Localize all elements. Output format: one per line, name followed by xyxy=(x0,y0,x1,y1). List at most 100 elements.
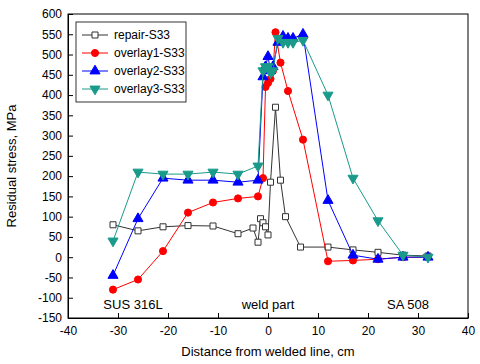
legend: repair-S33overlay1-S33overlay2-S33overla… xyxy=(76,22,186,102)
point xyxy=(263,51,273,60)
y-tick-mark xyxy=(68,237,73,238)
point xyxy=(183,171,193,180)
x-tick: -30 xyxy=(110,313,128,338)
point xyxy=(160,224,166,230)
x-tick-mark xyxy=(418,313,419,318)
point xyxy=(158,171,168,180)
point xyxy=(235,231,241,237)
x-tick-label: -40 xyxy=(60,324,78,338)
series-line xyxy=(113,38,428,257)
y-tick-label: 350 xyxy=(42,109,62,123)
point xyxy=(298,37,308,46)
point xyxy=(234,195,241,202)
point xyxy=(185,223,191,229)
point xyxy=(210,223,216,229)
x-tick-label: 40 xyxy=(462,324,476,338)
chart: -40-30-20-10010203040-150-100-5005010015… xyxy=(0,0,480,364)
y-tick-mark xyxy=(68,14,73,15)
x-tick: 40 xyxy=(462,313,476,338)
point xyxy=(323,195,333,204)
point xyxy=(298,244,304,250)
point xyxy=(108,238,118,247)
series-line xyxy=(113,32,428,289)
legend-label: overlay2-S33 xyxy=(114,64,185,78)
y-tick: 500 xyxy=(42,48,73,62)
point xyxy=(265,232,271,238)
point xyxy=(110,222,116,228)
point xyxy=(268,179,274,185)
point xyxy=(233,171,243,180)
x-tick-mark xyxy=(368,313,369,318)
x-tick-label: 0 xyxy=(265,324,272,338)
legend-label: overlay1-S33 xyxy=(114,46,185,60)
x-tick-label: 30 xyxy=(412,324,426,338)
marks xyxy=(108,28,433,293)
x-axis-title: Distance from welded line, cm xyxy=(181,344,354,359)
y-tick-label: -100 xyxy=(38,291,62,305)
y-axis-line xyxy=(68,15,69,319)
point xyxy=(263,224,269,230)
y-tick-mark xyxy=(68,34,73,35)
point xyxy=(273,104,279,110)
x-tick-label: -20 xyxy=(160,324,178,338)
y-tick-mark xyxy=(68,75,73,76)
point xyxy=(299,136,306,143)
point xyxy=(373,218,383,227)
point xyxy=(283,214,289,220)
series-line xyxy=(113,107,428,256)
annotation: SA 508 xyxy=(387,297,429,312)
point xyxy=(298,28,308,37)
y-tick-label: 600 xyxy=(42,7,62,21)
plot-frame xyxy=(68,14,468,318)
point xyxy=(253,174,263,183)
point xyxy=(268,68,278,77)
y-tick-label: 250 xyxy=(42,149,62,163)
y-tick-mark xyxy=(68,217,73,218)
y-tick-label: 450 xyxy=(42,68,62,82)
point xyxy=(348,175,358,184)
x-axis-line xyxy=(69,318,469,319)
point xyxy=(134,276,141,283)
y-tick-label: 550 xyxy=(42,28,62,42)
point xyxy=(133,169,143,178)
point xyxy=(209,199,216,206)
y-tick: 450 xyxy=(42,68,73,82)
point xyxy=(108,270,118,279)
x-tick-label: 20 xyxy=(362,324,376,338)
point xyxy=(324,258,331,265)
x-tick-mark xyxy=(118,313,119,318)
x-tick-label: -10 xyxy=(210,324,228,338)
point xyxy=(398,252,408,261)
x-tick: -10 xyxy=(210,313,228,338)
annotation: SUS 316L xyxy=(103,297,162,312)
y-tick-label: 50 xyxy=(49,230,63,244)
y-tick-mark xyxy=(68,156,73,157)
point xyxy=(278,177,284,183)
y-axis: -150-100-5005010015020025030035040045050… xyxy=(38,7,73,325)
x-tick: 30 xyxy=(412,313,426,338)
point xyxy=(208,169,218,178)
point xyxy=(373,253,383,262)
x-tick-label: -30 xyxy=(110,324,128,338)
point xyxy=(254,193,261,200)
y-tick-label: 200 xyxy=(42,169,62,183)
x-tick-label: 10 xyxy=(312,324,326,338)
y-tick: 50 xyxy=(49,230,73,244)
y-tick: 200 xyxy=(42,169,73,183)
y-axis-title: Residual stress, MPa xyxy=(4,104,19,228)
y-tick-mark xyxy=(68,257,73,258)
x-tick: 10 xyxy=(312,313,326,338)
y-tick: 250 xyxy=(42,149,73,163)
x-tick: 0 xyxy=(265,313,272,338)
y-tick: 300 xyxy=(42,129,73,143)
y-tick-label: 400 xyxy=(42,88,62,102)
legend-box xyxy=(76,22,186,102)
legend-marker xyxy=(90,65,100,74)
y-tick: 400 xyxy=(42,88,73,102)
x-tick: -20 xyxy=(160,313,178,338)
y-tick: 100 xyxy=(42,210,73,224)
legend-marker xyxy=(91,49,98,56)
x-tick-mark xyxy=(468,313,469,318)
y-tick-mark xyxy=(68,176,73,177)
legend-label: repair-S33 xyxy=(114,28,170,42)
